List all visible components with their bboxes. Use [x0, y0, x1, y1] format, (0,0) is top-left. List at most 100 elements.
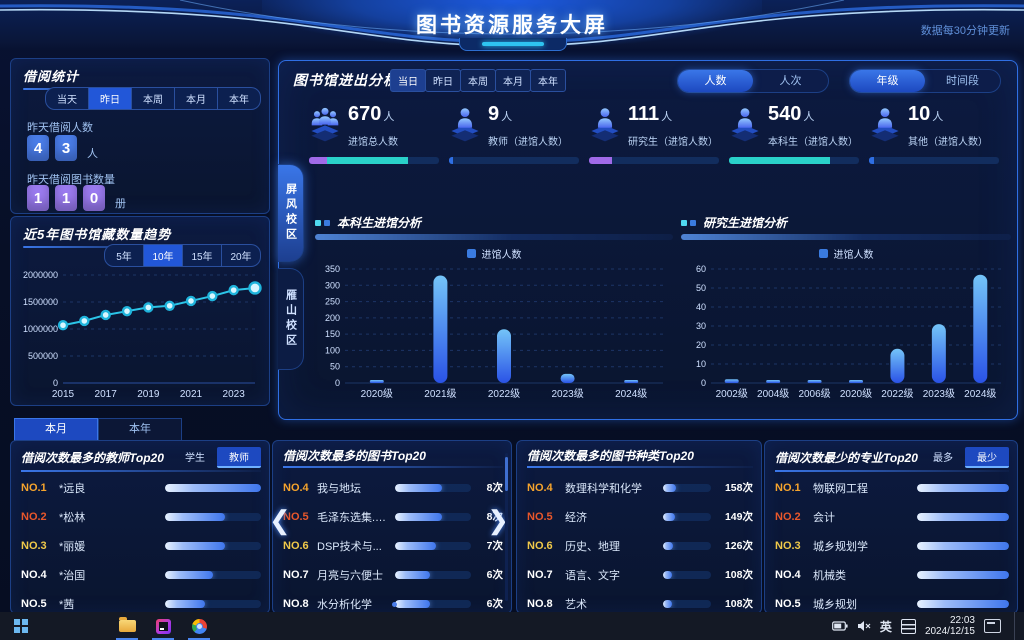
rank-row: NO.7 语言、文字 108次: [527, 560, 753, 589]
next-arrow[interactable]: ❯: [487, 505, 509, 535]
rank-name: 物联网工程: [813, 482, 868, 495]
ide-logo-icon: [155, 618, 171, 634]
svg-text:20: 20: [696, 340, 706, 350]
collection-trend-title: 近5年图书馆藏数量趋势: [23, 224, 183, 248]
rank-row: NO.6 历史、地理 126次: [527, 531, 753, 560]
entry-period-tab-1[interactable]: 当日: [390, 69, 426, 92]
tray-volume-muted-icon[interactable]: [857, 620, 871, 632]
ide-icon[interactable]: [148, 612, 178, 640]
rank-bar: [165, 570, 261, 579]
rank-label: NO.7: [283, 568, 309, 581]
teacher-tab-1[interactable]: 学生: [185, 453, 205, 464]
borrow-tab-3[interactable]: 本周: [131, 87, 175, 110]
borrow-period-tabs: 当天 昨日 本周 本月 本年: [45, 87, 261, 110]
major-top-panel: 借阅次数最少的专业Top20 最多 最少 NO.1 物联网工程 NO.2 会计 NO.3 城…: [764, 440, 1018, 614]
entry-period-tab-3[interactable]: 本周: [460, 69, 496, 92]
svg-text:0: 0: [701, 378, 706, 388]
rank-value: 8次: [486, 511, 503, 523]
scrollbar[interactable]: [505, 453, 508, 601]
entry-analysis-title: 图书馆进出分析: [293, 72, 398, 88]
stat-unit: 人: [501, 111, 513, 123]
stat-label: 教师（进馆人数）: [488, 137, 568, 148]
campus-tab-yanshan[interactable]: 雁山校区: [278, 268, 304, 370]
prev-arrow[interactable]: ❮: [269, 505, 291, 535]
show-desktop-edge[interactable]: [1014, 612, 1018, 640]
svg-text:2020级: 2020级: [361, 388, 393, 400]
category-top-title: 借阅次数最多的图书种类Top20: [527, 449, 694, 463]
trend-range-tabs: 5年 10年 15年 20年: [104, 244, 261, 267]
mode-tab-1[interactable]: 人数: [678, 70, 753, 92]
tray-battery-icon[interactable]: [832, 621, 848, 631]
svg-text:2015: 2015: [52, 389, 75, 400]
stat-progress-bar: [729, 157, 859, 164]
borrow-tab-5[interactable]: 本年: [217, 87, 261, 110]
browser-icon[interactable]: [184, 612, 214, 640]
dimension-tab-1[interactable]: 年级: [850, 70, 925, 92]
svg-text:50: 50: [330, 362, 340, 372]
tray-ime-icon[interactable]: [900, 618, 916, 634]
major-tab-2[interactable]: 最少: [965, 447, 1009, 468]
explorer-icon[interactable]: [112, 612, 142, 640]
borrow-tab-1[interactable]: 当天: [45, 87, 89, 110]
borrow-tab-2[interactable]: 昨日: [88, 87, 132, 110]
rank-row: NO.5 *茜: [21, 589, 261, 618]
deco-square-icon: [315, 219, 321, 226]
chart-legend: 进馆人数: [681, 246, 1011, 261]
rank-name: 数理科学和化学: [565, 482, 642, 495]
carousel-dot[interactable]: [392, 602, 397, 607]
stat-unit: 人: [383, 111, 395, 123]
svg-text:2021级: 2021级: [424, 388, 456, 400]
start-button[interactable]: [6, 612, 36, 640]
deco-square-icon: [324, 219, 330, 226]
rank-bar: [165, 541, 261, 550]
title-rail: [315, 234, 673, 240]
teacher-tab-2[interactable]: 教师: [217, 447, 261, 468]
rank-name: 艺术: [565, 598, 587, 611]
undergrad-chart-title: 本科生进馆分析: [315, 214, 673, 231]
group-icon: [309, 103, 341, 145]
trend-tab-4[interactable]: 20年: [221, 244, 261, 267]
svg-text:2021: 2021: [180, 389, 203, 400]
mode-tab-2[interactable]: 人次: [779, 75, 802, 87]
bottom-tab-1[interactable]: 本月: [14, 418, 98, 442]
svg-text:250: 250: [325, 297, 340, 307]
tray-language[interactable]: 英: [879, 619, 892, 634]
rank-label: NO.2: [21, 510, 47, 523]
digit-box: 4: [27, 135, 49, 161]
major-top-tabs: 最多 最少: [921, 447, 1009, 468]
rank-row: NO.1 *远良: [21, 473, 261, 502]
rank-bar: [395, 512, 471, 521]
bottom-tab-2[interactable]: 本年: [98, 418, 182, 441]
grad-bar-chart: 0 10 20 30 40 50 60 2002级 2004级 2006级 2020级 2022级 20…: [696, 264, 1001, 400]
rank-value: 126次: [724, 540, 753, 552]
rank-bar: [395, 599, 471, 608]
notification-icon[interactable]: [984, 619, 1001, 633]
campus-tab-pingfeng[interactable]: 屏风校区: [278, 164, 304, 262]
trend-tab-2[interactable]: 10年: [143, 244, 183, 267]
rank-name: *茜: [59, 598, 75, 611]
trend-tab-3[interactable]: 15年: [182, 244, 222, 267]
rank-name: *治国: [59, 569, 86, 582]
borrow-tab-4[interactable]: 本月: [174, 87, 218, 110]
svg-text:2006级: 2006级: [798, 388, 830, 400]
grad-chart-section: 研究生进馆分析 进馆人数 0 10 20 30 40 50 60 2002级 2004级 2006…: [681, 214, 1011, 406]
tray-clock[interactable]: 22:03 2024/12/15: [925, 615, 975, 637]
svg-text:0: 0: [53, 378, 58, 388]
trend-tab-1[interactable]: 5年: [104, 244, 144, 267]
rank-name: 语言、文字: [565, 569, 620, 582]
entry-period-tab-5[interactable]: 本年: [530, 69, 566, 92]
entry-period-tab-2[interactable]: 昨日: [425, 69, 461, 92]
svg-text:60: 60: [696, 264, 706, 274]
stat-card-5: 10 人其他（进馆人数）: [869, 103, 1009, 164]
book-top-title: 借阅次数最多的图书Top20: [283, 449, 426, 463]
rank-row: NO.4 数理科学和化学 158次: [527, 473, 753, 502]
chart-legend: 进馆人数: [315, 246, 673, 261]
rank-row: NO.6 DSP技术与... 7次: [283, 531, 503, 560]
rank-bar: [395, 570, 471, 579]
stat-card-1: 670 人进馆总人数: [309, 103, 449, 164]
rank-label: NO.6: [527, 539, 553, 552]
svg-text:100: 100: [325, 345, 340, 355]
entry-period-tab-4[interactable]: 本月: [495, 69, 531, 92]
dimension-tab-2[interactable]: 时间段: [946, 75, 979, 87]
major-tab-1[interactable]: 最多: [933, 453, 953, 464]
